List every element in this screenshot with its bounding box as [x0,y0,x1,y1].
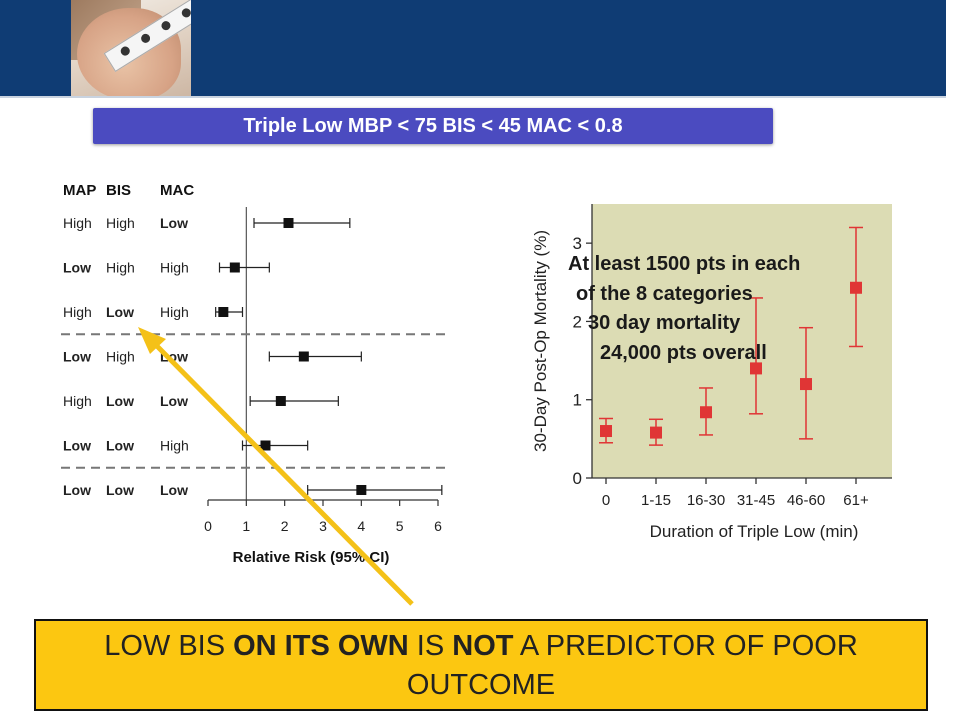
row-3-label-mac: High [160,304,189,320]
point-estimate [356,485,367,495]
mortality-point-1 [599,417,613,444]
callout-text-2: IS [408,630,453,662]
y-tick-label: 3 [573,234,582,253]
plot-area [592,204,892,478]
header-divider [0,96,946,98]
x-tick-label-4: 31-45 [737,492,775,509]
row-5-label-map: High [63,393,92,409]
mortality-point-3 [699,387,713,436]
slide-title-banner: Triple Low MBP < 75 BIS < 45 MAC < 0.8 [93,108,773,144]
x-axis-label: Relative Risk (95% CI) [233,549,390,566]
forest-plot-svg: MAP BIS MAC 0 1 2 3 4 5 6 Relative Risk (95% CI) Hi… [61,182,445,566]
row-3-label-map: High [63,304,92,320]
forest-row-5 [249,396,339,406]
mortality-point-6 [849,226,863,348]
data-marker [850,281,862,294]
row-7-label-mac: Low [160,482,188,498]
mortality-point-5 [799,326,813,440]
y-axis-label: 30-Day Post-Op Mortality (%) [531,230,550,452]
column-header-bis: BIS [106,182,131,199]
row-6-label-map: Low [63,438,91,454]
forest-plot: MAP BIS MAC 0 1 2 3 4 5 6 Relative Risk (95% CI) Hi… [55,175,465,570]
row-6-label-mac: High [160,438,189,454]
row-7-label-map: Low [63,482,91,498]
callout-text-1: LOW BIS [104,630,234,662]
forest-row-2 [218,262,270,273]
row-7-label-bis: Low [106,482,134,498]
forest-row-4 [268,351,362,362]
data-marker [650,426,662,439]
conclusion-callout: LOW BIS ON ITS OWN IS NOT A PREDICTOR OF… [34,619,928,711]
mortality-chart: 0 1 2 3 0 1-15 16-30 31-45 46-60 61+ Duration of T… [520,190,900,560]
row-5-label-bis: Low [106,393,134,409]
x-tick-label: 3 [319,518,327,534]
row-6-label-bis: Low [106,438,134,454]
row-5-label-mac: Low [160,393,188,409]
data-marker [800,378,812,391]
data-marker [600,425,612,438]
x-tick-label-3: 16-30 [687,492,725,509]
annotation-line-2: of the 8 categories [576,283,753,305]
x-axis-label: Duration of Triple Low (min) [650,522,859,541]
x-tick-label: 4 [357,518,365,534]
point-estimate [229,262,240,273]
forest-row-6 [241,440,309,451]
row-3-label-bis: Low [106,304,134,320]
point-estimate [298,351,309,362]
x-tick-label-1: 0 [602,492,610,509]
y-tick-label: 0 [573,469,582,488]
annotation-line-3: 30 day mortality [588,312,741,334]
forest-row-7 [307,485,443,495]
x-tick-label: 6 [434,518,442,534]
annotation-line-4: 24,000 pts overall [600,342,767,364]
forest-row-3 [215,307,244,317]
row-1-label-bis: High [106,215,135,231]
mortality-point-2 [649,418,663,446]
callout-emphasis-1: ON ITS OWN [233,630,409,662]
row-4-label-mac: Low [160,349,188,365]
column-header-map: MAP [63,182,96,199]
y-tick-label: 2 [573,312,582,331]
data-marker [700,406,712,419]
callout-text-3: A PREDICTOR OF POOR OUTCOME [406,630,858,701]
row-2-label-bis: High [106,260,135,276]
point-estimate [218,307,229,317]
forest-row-1 [253,218,351,228]
row-1-label-map: High [63,215,92,231]
row-1-label-mac: Low [160,215,188,231]
x-tick-label: 0 [204,518,212,534]
x-tick-label: 1 [242,518,250,534]
patient-bis-sensor-photo [71,0,191,96]
point-estimate [260,440,271,451]
annotation-line-1: At least 1500 pts in each [568,253,800,275]
point-estimate [283,218,294,228]
point-estimate [275,396,286,406]
row-2-label-map: Low [63,260,91,276]
x-tick-label-2: 1-15 [641,492,671,509]
x-tick-label-5: 46-60 [787,492,825,509]
row-4-label-map: Low [63,349,91,365]
x-tick-label: 5 [396,518,404,534]
x-tick-label: 2 [281,518,289,534]
row-4-label-bis: High [106,349,135,365]
callout-emphasis-2: NOT [452,630,514,662]
data-marker [750,362,762,375]
column-header-mac: MAC [160,182,194,199]
mortality-point-4 [749,297,763,415]
y-tick-label: 1 [573,391,582,410]
mortality-chart-svg: 0 1 2 3 0 1-15 16-30 31-45 46-60 61+ Duration of T… [531,204,892,541]
row-2-label-mac: High [160,260,189,276]
x-tick-label-6: 61+ [843,492,869,509]
